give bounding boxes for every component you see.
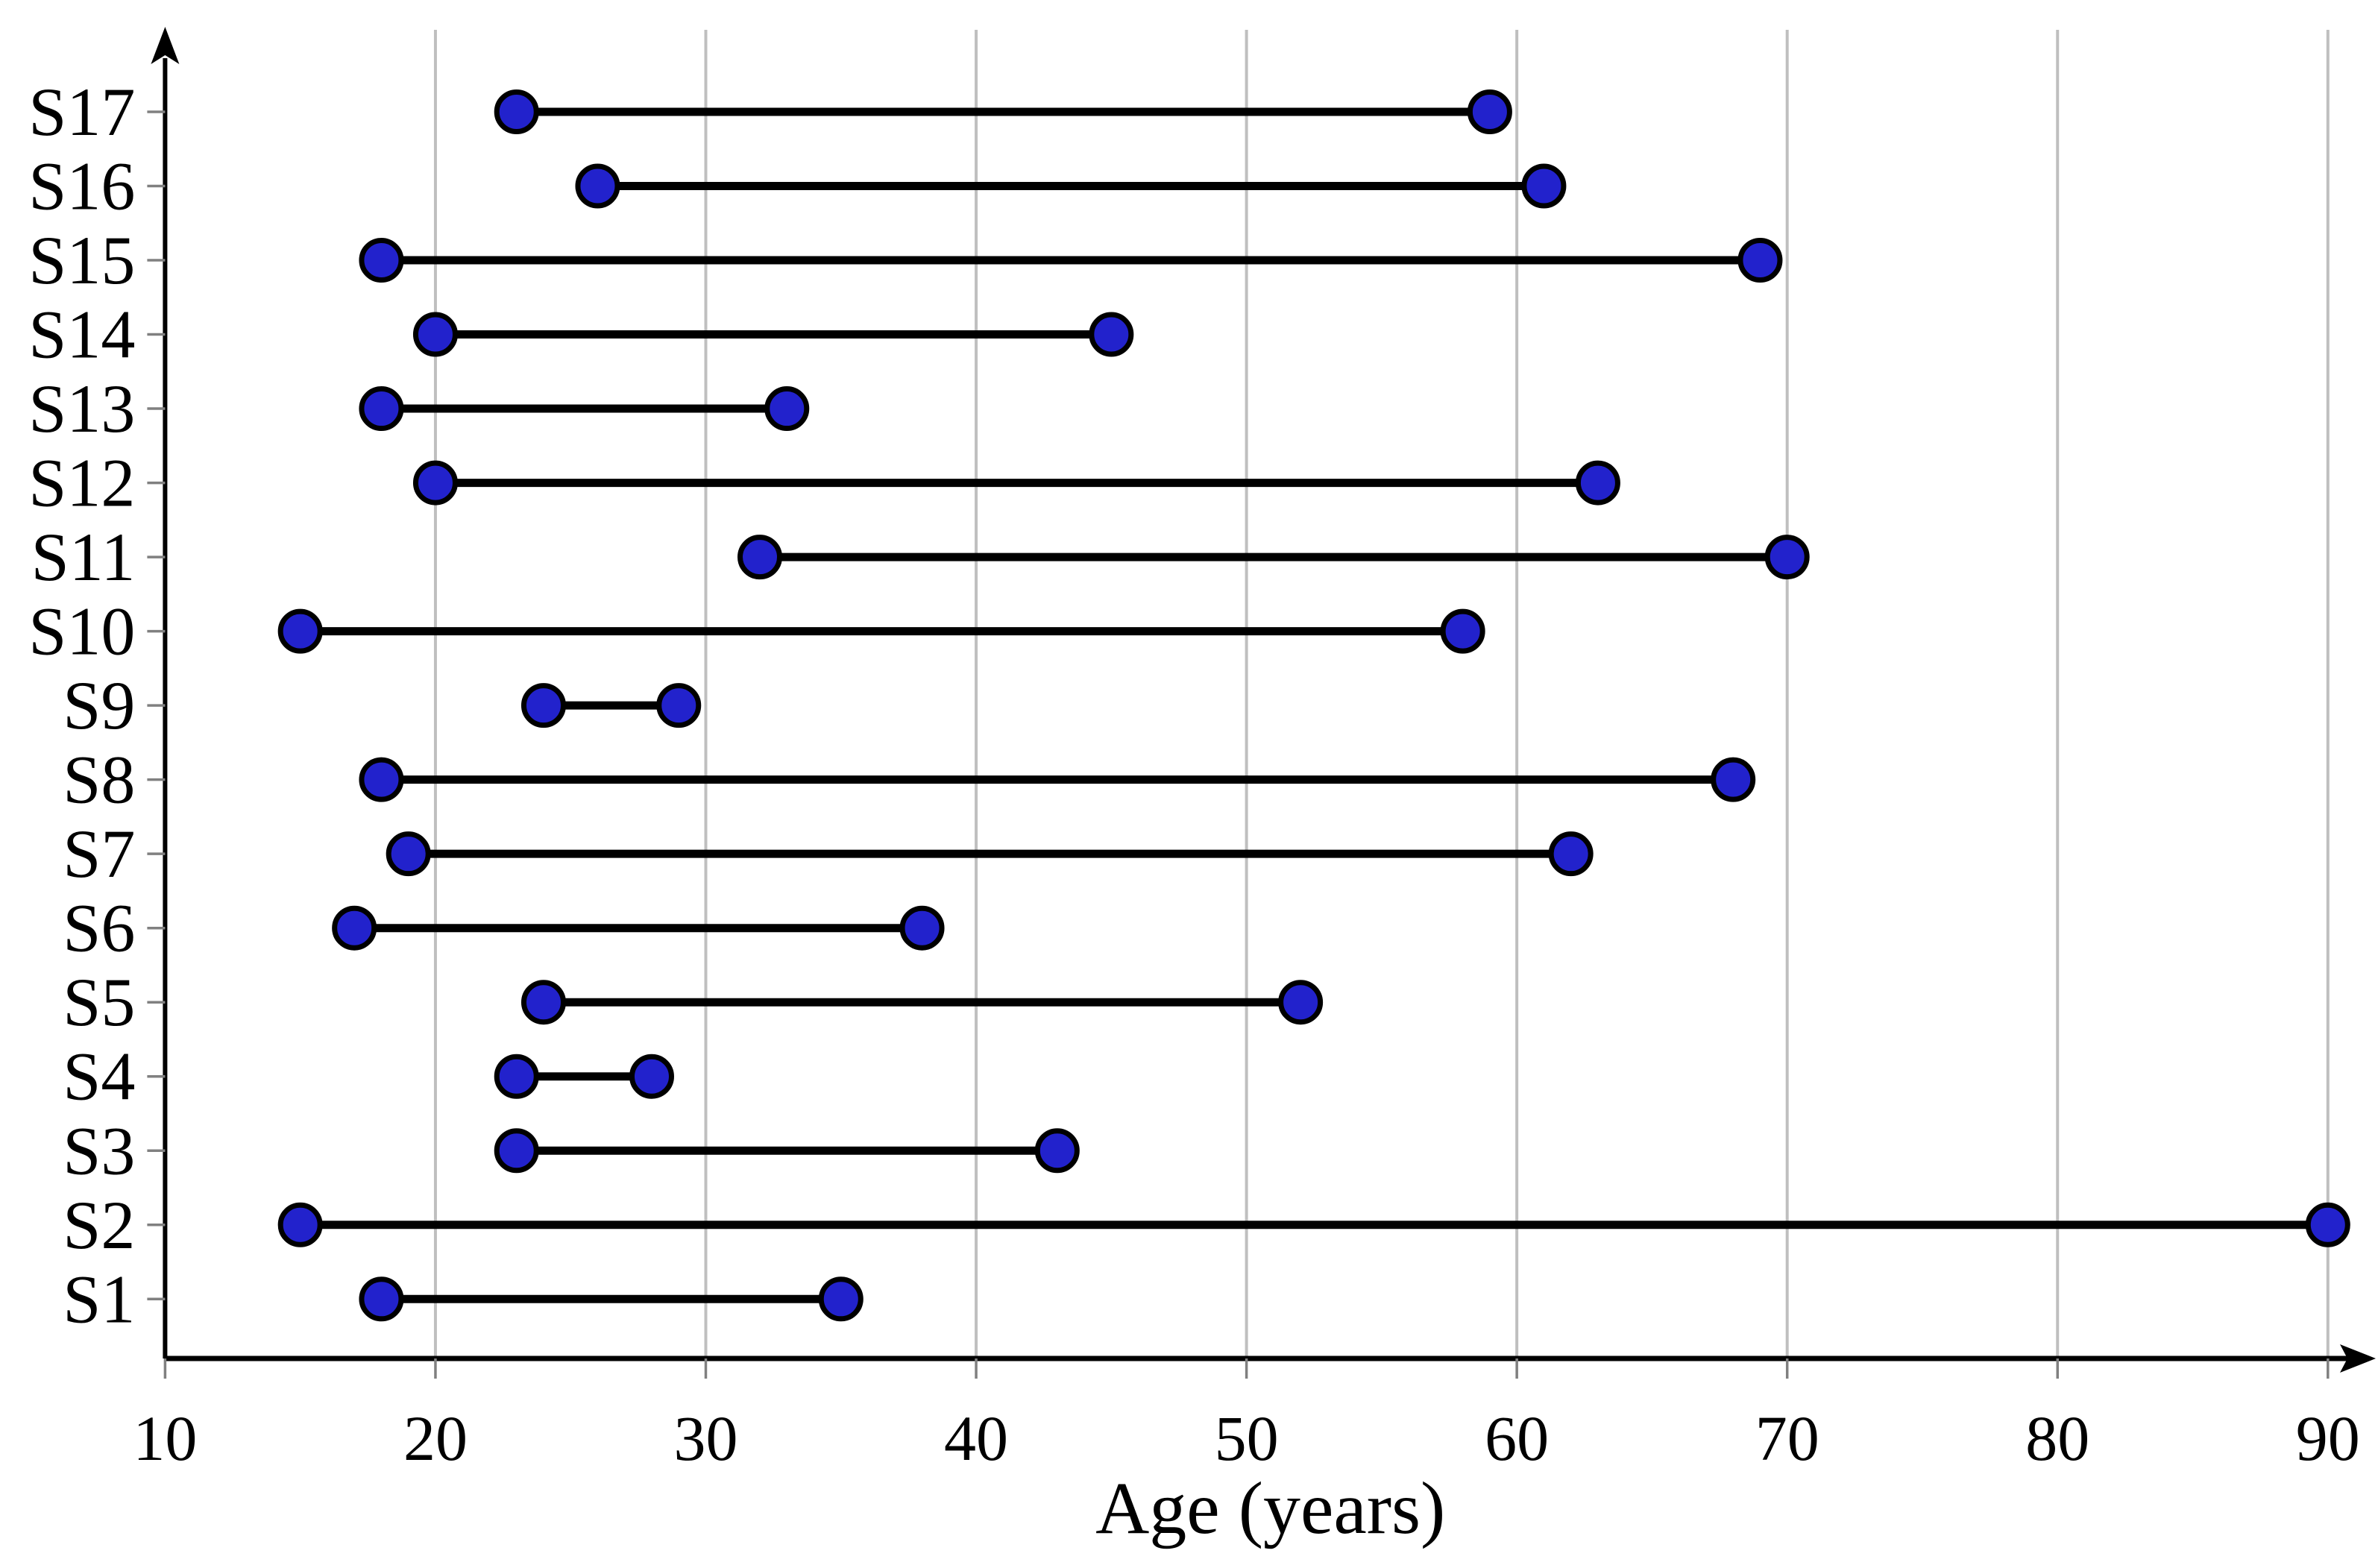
range-start-dot (277, 1202, 323, 1247)
range-end-dot (764, 386, 810, 432)
x-tick-label: 10 (133, 1402, 197, 1474)
x-tick-label: 90 (2296, 1402, 2360, 1474)
range-end-dot (2305, 1202, 2350, 1247)
y-category-label: S5 (63, 964, 135, 1040)
x-axis-title: Age (years) (1095, 1467, 1445, 1549)
range-start-dot (494, 1054, 539, 1099)
x-axis-arrow-icon (2340, 1344, 2376, 1373)
range-start-dot (386, 831, 431, 877)
y-category-label: S13 (28, 371, 135, 447)
range-end-dot (1711, 757, 1756, 802)
range-start-dot (575, 163, 620, 209)
range-end-dot (656, 683, 702, 728)
y-category-label: S7 (63, 816, 135, 892)
x-tick-label: 50 (1215, 1402, 1279, 1474)
range-end-dot (1548, 831, 1594, 877)
range-start-dot (520, 683, 566, 728)
range-start-dot (494, 1128, 539, 1174)
range-end-dot (899, 905, 945, 951)
y-category-label: S8 (63, 742, 135, 818)
y-category-label: S14 (28, 297, 135, 373)
range-end-dot (1764, 535, 1810, 580)
range-end-dot (1440, 608, 1485, 654)
x-tick-label: 30 (674, 1402, 738, 1474)
range-start-dot (520, 980, 566, 1025)
y-category-label: S2 (63, 1187, 135, 1263)
range-start-dot (359, 386, 404, 432)
y-category-label: S17 (28, 74, 135, 150)
range-end-dot (1034, 1128, 1080, 1174)
y-category-label: S6 (63, 890, 135, 966)
range-end-dot (629, 1054, 674, 1099)
range-end-dot (1737, 238, 1783, 283)
y-category-label: S10 (28, 593, 135, 670)
range-start-dot (737, 535, 783, 580)
y-category-label: S4 (63, 1039, 135, 1115)
y-axis-arrow-icon (151, 27, 180, 64)
y-category-label: S11 (31, 519, 136, 595)
x-tick-label: 40 (944, 1402, 1008, 1474)
y-category-label: S15 (28, 222, 135, 298)
range-start-dot (359, 1276, 404, 1322)
range-end-dot (818, 1276, 864, 1322)
range-start-dot (277, 608, 323, 654)
x-tick-label: 20 (403, 1402, 468, 1474)
range-start-dot (412, 460, 458, 506)
range-start-dot (332, 905, 377, 951)
x-tick-label: 60 (1485, 1402, 1549, 1474)
range-end-dot (1575, 460, 1620, 506)
x-tick-label: 70 (1755, 1402, 1819, 1474)
range-end-dot (1278, 980, 1324, 1025)
y-category-label: S16 (28, 148, 135, 224)
range-start-dot (359, 238, 404, 283)
x-tick-label: 80 (2025, 1402, 2089, 1474)
y-category-label: S12 (28, 445, 135, 521)
range-start-dot (359, 757, 404, 802)
y-category-label: S9 (63, 667, 135, 743)
range-end-dot (1521, 163, 1567, 209)
y-category-label: S1 (63, 1261, 135, 1337)
range-start-dot (412, 312, 458, 357)
range-end-dot (1467, 89, 1512, 134)
range-start-dot (494, 89, 539, 134)
range-end-dot (1089, 312, 1134, 357)
y-category-label: S3 (63, 1112, 135, 1188)
